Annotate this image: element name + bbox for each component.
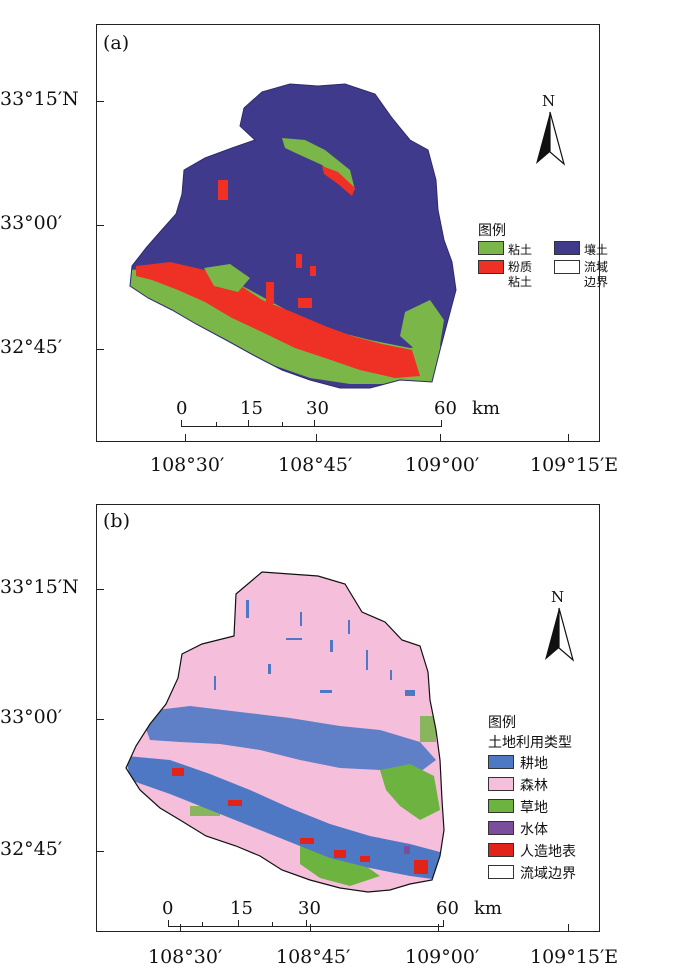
map-a-north-arrow-icon <box>536 111 566 166</box>
map-a-legend-label: 粉质 粘土 <box>508 260 533 289</box>
map-a-scale-tick: 15 <box>240 398 263 419</box>
map-a-scale-tick: 30 <box>306 398 329 419</box>
map-a-lon-label: 109°15′E <box>530 454 619 476</box>
map-a-legend-swatch <box>478 260 504 274</box>
map-b-panel-label: (b) <box>103 510 130 532</box>
map-b-north-arrow-icon <box>545 607 575 662</box>
map-a-lat-label: 32°45′ <box>0 336 63 358</box>
map-b-legend-label: 森林 <box>520 778 548 794</box>
map-a-scale-unit: km <box>472 398 500 419</box>
map-a-legend-label: 壤土 <box>584 243 609 257</box>
map-b-legend-swatch <box>488 799 514 813</box>
map-a-legend-swatch <box>478 241 504 255</box>
map-a-legend-title: 图例 <box>478 223 506 239</box>
map-b-scale-unit: km <box>474 898 502 919</box>
map-b-scale-tick: 30 <box>298 898 321 919</box>
map-b-scale-tick: 0 <box>162 898 174 919</box>
map-b-lon-label: 108°45′ <box>276 946 351 968</box>
map-b-scale-bar: 0 15 30 60 km <box>162 898 502 932</box>
map-b-legend-label: 人造地表 <box>520 844 576 860</box>
map-a-scale-tick: 60 <box>434 398 457 419</box>
map-a-legend-label: 粘土 <box>508 243 533 257</box>
map-b-legend-title: 图例 <box>488 715 516 731</box>
map-b-lon-label: 109°15′E <box>530 946 619 968</box>
map-b-legend-swatch <box>488 843 514 857</box>
map-a-legend-label: 流域 边界 <box>584 260 609 289</box>
map-a-lon-label: 108°30′ <box>150 454 225 476</box>
map-a-lon-label: 108°45′ <box>278 454 353 476</box>
map-b-legend-label: 耕地 <box>520 756 548 772</box>
map-b-legend-label: 草地 <box>520 800 548 816</box>
map-a-scale-bar: 0 15 30 60 km <box>176 398 500 432</box>
map-b-legend-swatch <box>488 755 514 769</box>
map-a-lat-label: 33°00′ <box>0 212 63 234</box>
map-b-legend-label: 流域边界 <box>520 866 576 882</box>
map-b-lat-label: 32°45′ <box>0 838 63 860</box>
map-b-north-label: N <box>551 588 565 606</box>
map-a-lat-label: 33°15′N <box>0 88 79 110</box>
map-b-lat-label: 33°00′ <box>0 706 63 728</box>
map-b-legend-subtitle: 土地利用类型 <box>488 735 572 751</box>
map-b-lon-label: 108°30′ <box>148 946 223 968</box>
map-b-legend-swatch <box>488 821 514 835</box>
map-b-scale-tick: 60 <box>436 898 459 919</box>
map-b-legend-swatch <box>488 865 514 879</box>
map-b-lon-label: 109°00′ <box>405 946 480 968</box>
map-b-lat-label: 33°15′N <box>0 576 79 598</box>
map-a-north-label: N <box>542 92 556 110</box>
map-b-legend: 图例 土地利用类型 耕地 森林 草地 水体 人造地表 流域边界 <box>488 712 598 892</box>
map-a-scale-tick: 0 <box>176 398 188 419</box>
map-a-legend-swatch <box>554 241 580 255</box>
map-b-scale-tick: 15 <box>230 898 253 919</box>
map-a-legend: 图例 粘土 粉质 粘土 壤土 流域 边界 <box>478 220 608 300</box>
map-a-legend-swatch <box>554 260 580 274</box>
map-b-legend-label: 水体 <box>520 822 548 838</box>
map-a-panel-label: (a) <box>103 32 130 54</box>
map-a-lon-label: 109°00′ <box>405 454 480 476</box>
map-b-legend-swatch <box>488 777 514 791</box>
